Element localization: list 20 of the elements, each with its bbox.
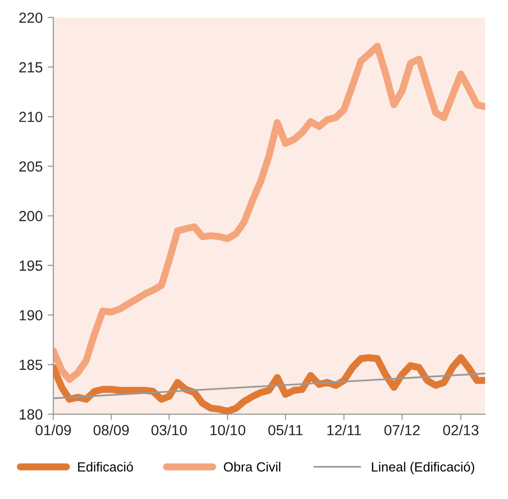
legend-label: Lineal (Edificació) — [372, 462, 474, 474]
y-tick-label: 210 — [19, 112, 42, 122]
y-tick-label: 200 — [19, 210, 42, 222]
legend-label: Obra Civil — [224, 462, 280, 472]
y-tick-label: 190 — [20, 310, 42, 320]
y-tick-label: 180 — [20, 409, 42, 420]
x-tick-label: 07/12 — [384, 424, 420, 436]
y-tick-label: 195 — [20, 260, 42, 271]
y-tick-label: 220 — [19, 12, 42, 23]
x-tick-label: 12/11 — [327, 424, 361, 436]
x-tick-label: 01/09 — [36, 424, 71, 436]
y-tick-label: 185 — [20, 360, 42, 370]
y-tick-label: 205 — [19, 161, 42, 172]
y-tick-label: 215 — [19, 62, 42, 72]
x-tick-label: 08/09 — [94, 424, 129, 436]
x-tick-label: 03/10 — [151, 424, 187, 436]
legend-label: Edificació — [78, 462, 133, 472]
x-tick-label: 02/13 — [443, 424, 478, 436]
x-tick-label: 05/11 — [268, 424, 302, 436]
x-tick-label: 10/10 — [210, 424, 246, 436]
